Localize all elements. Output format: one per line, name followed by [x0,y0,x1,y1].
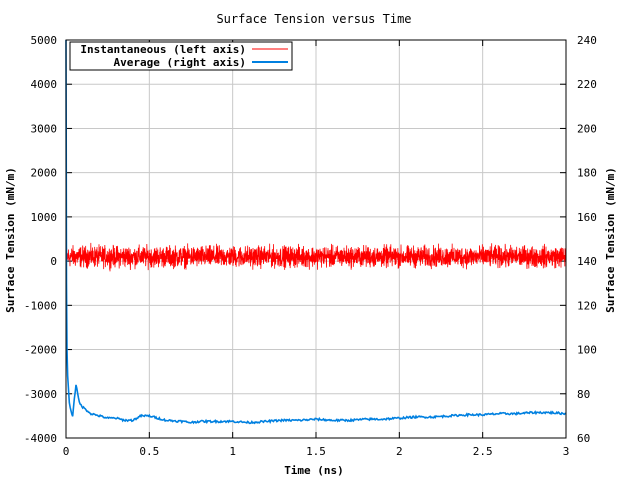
y-left-tick-label: 3000 [31,122,58,135]
plot-area [65,39,567,425]
y-axis-left-label: Surface Tension (mN/m) [4,167,17,313]
y-right-tick-label: 200 [577,122,597,135]
y-right-tick-label: 120 [577,299,597,312]
x-tick-label: 0 [63,445,70,458]
y-right-tick-label: 220 [577,78,597,91]
x-tick-label: 3 [563,445,570,458]
y-left-tick-label: 4000 [31,78,58,91]
y-right-tick-label: 140 [577,255,597,268]
x-tick-label: 1 [229,445,236,458]
y-right-tick-label: 240 [577,34,597,47]
legend-label-average: Average (right axis) [114,56,246,69]
y-right-tick-label: 160 [577,211,597,224]
x-tick-label: 2 [396,445,403,458]
y-left-tick-label: 5000 [31,34,58,47]
legend: Instantaneous (left axis)Average (right … [69,41,293,71]
series-line-instantaneous [65,39,567,272]
y-left-tick-label: 0 [50,255,57,268]
legend-label-instantaneous: Instantaneous (left axis) [80,43,246,56]
y-right-tick-label: 80 [577,388,590,401]
chart-title: Surface Tension versus Time [216,12,411,26]
y-left-tick-label: -2000 [24,344,57,357]
x-axis-label: Time (ns) [284,464,344,477]
y-left-tick-label: -4000 [24,432,57,445]
y-right-tick-label: 60 [577,432,590,445]
x-tick-label: 0.5 [139,445,159,458]
y-right-tick-label: 100 [577,344,597,357]
y-left-tick-label: 2000 [31,167,58,180]
y-left-tick-label: -3000 [24,388,57,401]
x-tick-label: 1.5 [306,445,326,458]
series-line-average [65,39,567,425]
y-left-tick-label: 1000 [31,211,58,224]
legend-box [69,41,293,71]
y-left-tick-label: -1000 [24,299,57,312]
plot-frame [65,39,567,439]
x-tick-label: 2.5 [473,445,493,458]
y-axis-right-label: Surface Tension (mN/m) [604,167,617,313]
y-right-tick-label: 180 [577,167,597,180]
ticks: 0 0.5 1 1.5 2 2.5 3 -4000 -3000 -2000 -1000 0 1000 20… [24,34,597,458]
grid [66,40,566,438]
